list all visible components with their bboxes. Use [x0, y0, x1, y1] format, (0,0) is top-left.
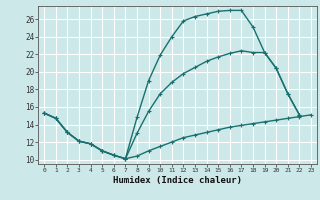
X-axis label: Humidex (Indice chaleur): Humidex (Indice chaleur) — [113, 176, 242, 185]
